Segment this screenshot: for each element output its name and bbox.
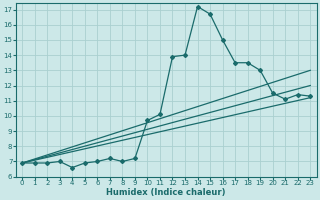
- X-axis label: Humidex (Indice chaleur): Humidex (Indice chaleur): [107, 188, 226, 197]
